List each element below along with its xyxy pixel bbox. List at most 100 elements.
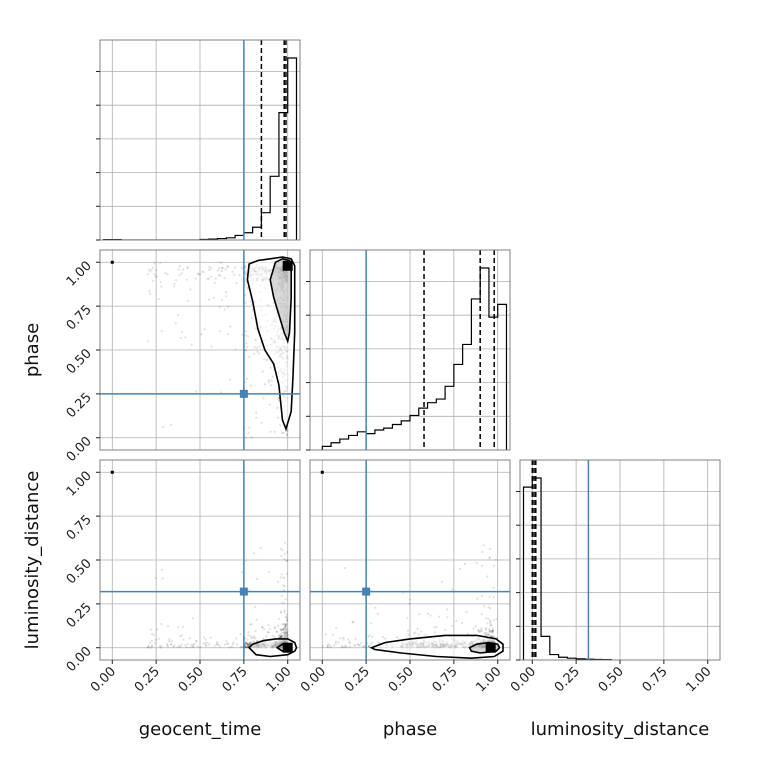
sample-point bbox=[175, 279, 178, 282]
sample-point bbox=[192, 645, 195, 649]
sample-point bbox=[150, 268, 153, 271]
sample-point bbox=[244, 330, 247, 333]
sample-point bbox=[254, 338, 257, 341]
sample-point bbox=[284, 629, 287, 632]
sample-point bbox=[279, 635, 282, 639]
histogram-step bbox=[102, 57, 298, 240]
sample-point bbox=[331, 633, 334, 636]
sample-point bbox=[417, 633, 420, 636]
sample-point bbox=[251, 308, 254, 311]
sample-point bbox=[271, 634, 274, 637]
sample-point bbox=[245, 642, 248, 645]
sample-point bbox=[247, 643, 250, 646]
sample-point bbox=[253, 346, 257, 349]
x-tick-label: 0.25 bbox=[132, 664, 163, 695]
sample-point bbox=[244, 293, 247, 296]
sample-point bbox=[245, 342, 248, 345]
sample-point bbox=[159, 646, 162, 649]
sample-point bbox=[359, 644, 362, 647]
sample-point bbox=[196, 272, 199, 275]
sample-point bbox=[248, 642, 252, 645]
sample-point bbox=[178, 265, 181, 268]
sample-point bbox=[416, 627, 419, 630]
sample-point bbox=[418, 612, 421, 616]
sample-point bbox=[343, 567, 346, 570]
sample-point bbox=[444, 629, 447, 632]
y-tick-label: 0.50 bbox=[64, 346, 95, 377]
sample-point bbox=[246, 638, 249, 641]
sample-point bbox=[285, 619, 288, 622]
sample-point bbox=[229, 378, 232, 381]
sample-point bbox=[169, 643, 173, 646]
sample-point bbox=[250, 641, 253, 644]
sample-point bbox=[179, 635, 182, 638]
sample-point bbox=[221, 267, 224, 270]
sample-point bbox=[282, 632, 286, 635]
sample-point bbox=[282, 584, 285, 587]
sample-point bbox=[489, 607, 492, 610]
sample-point bbox=[244, 277, 247, 280]
sample-point bbox=[245, 646, 248, 649]
sample-point bbox=[279, 423, 282, 427]
density-contours bbox=[369, 634, 504, 660]
sample-point bbox=[367, 635, 370, 638]
sample-point bbox=[286, 551, 289, 554]
sample-point bbox=[189, 288, 192, 291]
sample-point bbox=[166, 273, 169, 276]
sample-point bbox=[210, 345, 213, 348]
sample-point bbox=[247, 643, 250, 647]
sample-point bbox=[149, 628, 153, 631]
sample-point bbox=[186, 299, 189, 302]
sample-point bbox=[190, 343, 193, 346]
sample-point bbox=[185, 278, 188, 281]
sample-point bbox=[226, 306, 230, 309]
sample-point bbox=[283, 634, 286, 637]
sample-point bbox=[426, 612, 430, 615]
sample-point bbox=[340, 645, 344, 648]
sample-point bbox=[230, 645, 233, 649]
sample-point bbox=[466, 632, 469, 636]
y-tick-label: 1.00 bbox=[64, 469, 95, 500]
sample-point bbox=[414, 631, 417, 634]
contour-level bbox=[269, 257, 292, 344]
sample-point bbox=[450, 624, 454, 627]
x-tick-labels: 0.00 0.25 0.50 0.75 1.00 0.00 0.25 0.50 0.75 1.00… bbox=[88, 660, 715, 695]
panel-frame bbox=[99, 39, 301, 241]
sample-point bbox=[480, 630, 483, 633]
sample-point bbox=[252, 640, 255, 643]
sample-point bbox=[446, 616, 449, 619]
sample-point bbox=[279, 628, 282, 631]
sample-point bbox=[247, 335, 250, 338]
sample-point bbox=[228, 646, 231, 649]
sample-point bbox=[192, 643, 195, 647]
sample-point bbox=[234, 348, 237, 351]
y-ticks bbox=[516, 490, 520, 661]
sample-point bbox=[146, 340, 149, 343]
sample-point bbox=[244, 559, 247, 562]
sample-point bbox=[245, 377, 248, 380]
sample-point bbox=[475, 561, 478, 565]
sample-point bbox=[246, 646, 249, 649]
sample-point bbox=[226, 333, 229, 336]
sample-point bbox=[160, 568, 163, 571]
sample-point bbox=[285, 632, 288, 635]
sample-point bbox=[262, 397, 265, 400]
sample-point bbox=[154, 275, 157, 278]
sample-point bbox=[461, 621, 464, 625]
sample-point bbox=[283, 602, 286, 605]
sample-point bbox=[244, 642, 247, 645]
sample-point bbox=[285, 634, 288, 637]
sample-point bbox=[213, 644, 216, 647]
sample-point bbox=[356, 643, 360, 646]
panel-geocent-time-phase bbox=[99, 249, 301, 451]
panel-hist-luminosity-distance bbox=[516, 459, 721, 661]
sample-point bbox=[154, 577, 157, 580]
sample-point bbox=[255, 618, 258, 621]
sample-point bbox=[146, 646, 150, 649]
contour-level bbox=[369, 634, 504, 660]
sample-point bbox=[283, 557, 286, 561]
sample-point bbox=[219, 261, 223, 264]
sample-point bbox=[285, 622, 288, 625]
sample-point bbox=[204, 638, 207, 641]
sample-point bbox=[172, 645, 175, 648]
